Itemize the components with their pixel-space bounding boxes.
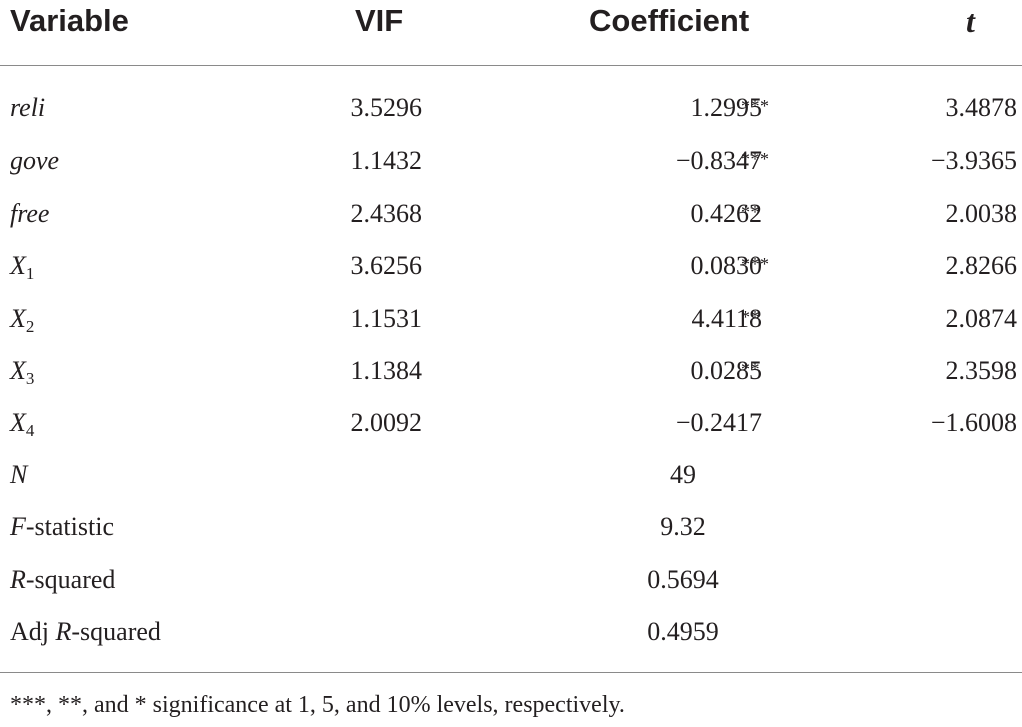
cell-t: 3.4878 <box>945 93 1018 122</box>
cell-vif: 3.6256 <box>350 251 423 280</box>
row-label-free: free <box>10 199 50 228</box>
cell-vif: 2.4368 <box>350 199 423 228</box>
significance-stars: *** <box>741 149 770 169</box>
cell-vif: 1.1432 <box>350 146 423 175</box>
cell-vif: 3.5296 <box>350 93 423 122</box>
header-variable: Variable <box>10 3 129 38</box>
row-label-n: N <box>10 460 28 489</box>
cell-t: 2.3598 <box>945 356 1018 385</box>
cell-coefficient: 0.0285 ** <box>620 355 770 387</box>
header-coefficient: Coefficient <box>589 3 750 38</box>
row-label-x1: X1 <box>10 251 35 283</box>
cell-coefficient: 0.0830 *** <box>620 250 770 282</box>
header-vif: VIF <box>355 3 404 38</box>
row-label-gove: gove <box>10 146 60 175</box>
stat-value-n: 49 <box>670 460 696 489</box>
cell-vif: 2.0092 <box>350 408 423 437</box>
row-label-x2: X2 <box>10 304 35 336</box>
header-t: t <box>966 3 975 39</box>
cell-t: 2.8266 <box>945 251 1018 280</box>
stat-value-adj-r-squared: 0.4959 <box>647 617 719 646</box>
significance-stars: ** <box>741 359 760 379</box>
row-label-reli: reli <box>10 93 46 122</box>
row-label-adj-r-squared: Adj R-squared <box>10 617 161 646</box>
cell-t: 2.0038 <box>945 199 1018 228</box>
significance-stars: *** <box>741 254 770 274</box>
significance-stars: ** <box>741 202 760 222</box>
row-label-x3: X3 <box>10 356 35 388</box>
cell-coefficient: 1.2995 *** <box>620 92 770 124</box>
cell-coefficient: −0.8347 *** <box>620 145 770 177</box>
row-label-r-squared: R-squared <box>10 565 116 594</box>
cell-coefficient: 0.4262 ** <box>620 198 770 230</box>
stat-value-f-statistic: 9.32 <box>660 512 706 541</box>
cell-vif: 1.1384 <box>350 356 423 385</box>
row-label-x4: X4 <box>10 408 35 440</box>
cell-t: 2.0874 <box>945 304 1018 333</box>
table-footnote: ***, **, and * significance at 1, 5, and… <box>10 692 625 718</box>
significance-stars: ** <box>741 307 760 327</box>
cell-t: −1.6008 <box>930 408 1017 437</box>
cell-coefficient: −0.2417 <box>675 408 762 437</box>
cell-vif: 1.1531 <box>350 304 423 333</box>
header-rule <box>0 65 1022 66</box>
footer-rule <box>0 672 1022 673</box>
significance-stars: *** <box>741 96 770 116</box>
cell-coefficient: 4.4118 ** <box>620 303 770 335</box>
stat-value-r-squared: 0.5694 <box>647 565 719 594</box>
row-label-f-statistic: F-statistic <box>10 512 114 541</box>
cell-t: −3.9365 <box>930 146 1017 175</box>
